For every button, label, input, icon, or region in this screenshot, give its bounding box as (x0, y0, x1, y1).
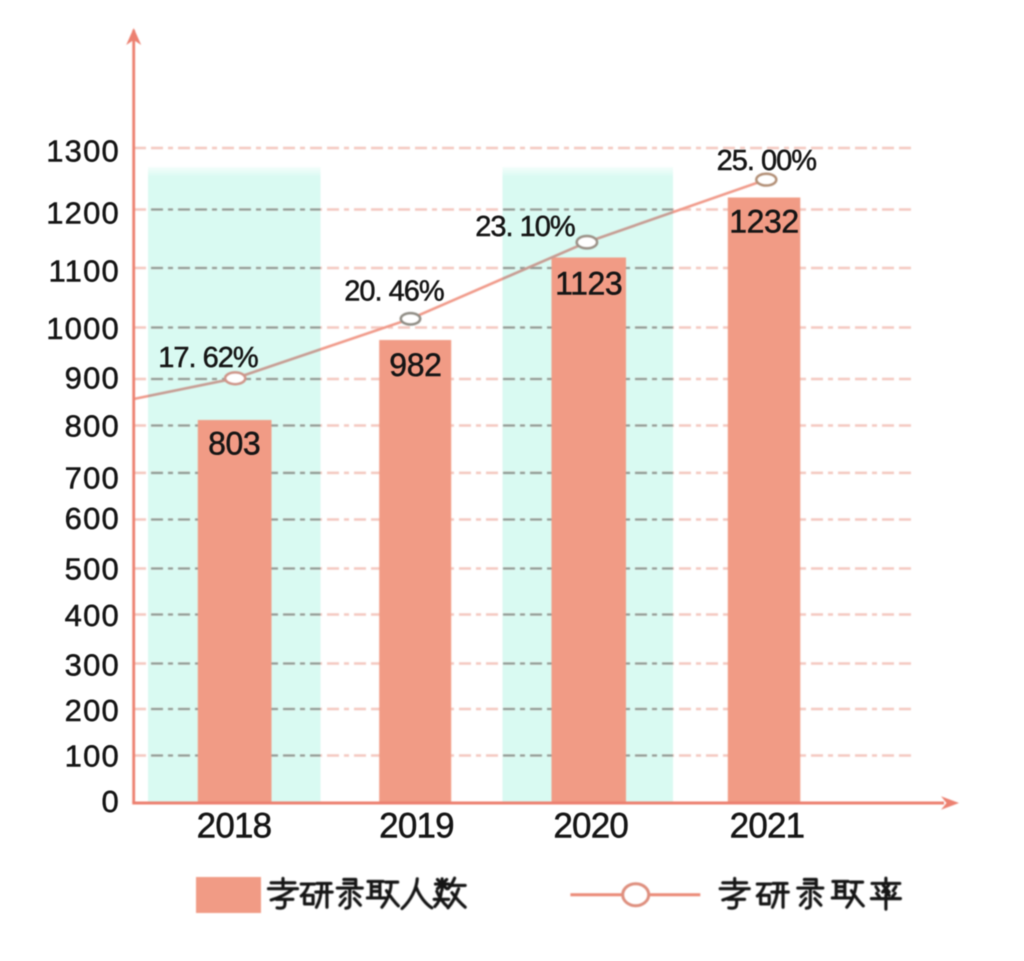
svg-text:1232: 1232 (729, 204, 799, 240)
svg-text:400: 400 (65, 598, 120, 633)
svg-text:1123: 1123 (555, 266, 622, 302)
svg-text:1300: 1300 (46, 134, 120, 169)
svg-text:200: 200 (65, 693, 120, 728)
svg-text:2018: 2018 (197, 807, 272, 846)
svg-text:2020: 2020 (553, 807, 628, 846)
svg-text:2019: 2019 (379, 807, 454, 846)
svg-text:1000: 1000 (46, 311, 120, 346)
svg-text:803: 803 (208, 425, 260, 461)
svg-text:100: 100 (65, 738, 120, 773)
svg-text:2021: 2021 (730, 807, 805, 846)
svg-text:17. 62%: 17. 62% (158, 342, 258, 374)
svg-text:300: 300 (65, 647, 120, 682)
svg-text:600: 600 (65, 501, 120, 536)
svg-text:23. 10%: 23. 10% (475, 211, 575, 243)
svg-text:800: 800 (65, 409, 120, 444)
svg-text:1200: 1200 (46, 195, 120, 230)
svg-text:20. 46%: 20. 46% (344, 276, 444, 308)
svg-text:1100: 1100 (49, 254, 120, 289)
svg-text:700: 700 (65, 461, 120, 496)
svg-text:500: 500 (65, 552, 120, 587)
svg-text:982: 982 (389, 347, 441, 383)
svg-text:0: 0 (102, 784, 120, 819)
svg-text:900: 900 (65, 360, 120, 395)
svg-text:25. 00%: 25. 00% (717, 145, 817, 177)
